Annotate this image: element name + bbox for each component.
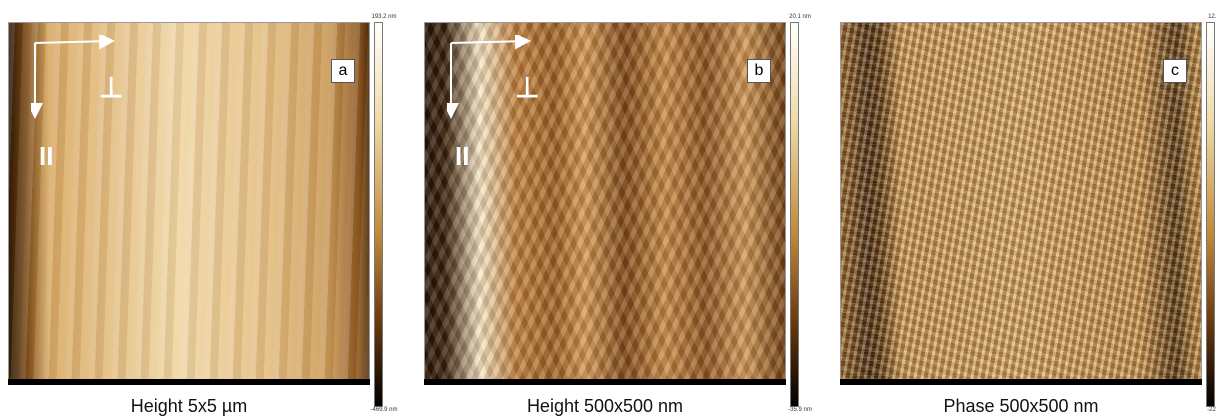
panel: c12.5 °-22.8 °Phase 500x500 nm	[840, 0, 1216, 417]
scale-bar	[840, 379, 1202, 385]
afm-image: c	[840, 22, 1202, 380]
axes-arrows	[31, 35, 151, 145]
color-bar-max: 20.1 nm	[780, 14, 820, 20]
caption: Phase 500x500 nm	[840, 396, 1202, 417]
caption: Height 500x500 nm	[424, 396, 786, 417]
color-bar	[1206, 22, 1215, 407]
parallel-symbol: II	[39, 141, 53, 172]
panel-label: c	[1163, 59, 1187, 83]
afm-image: a ⊥ II	[8, 22, 370, 380]
caption: Height 5x5 µm	[8, 396, 370, 417]
color-bar	[790, 22, 799, 407]
color-bar-max: 12.5 °	[1196, 14, 1216, 20]
perpendicular-symbol: ⊥	[99, 71, 123, 104]
color-bar-max: 193.2 nm	[364, 14, 404, 20]
afm-image: b ⊥ II	[424, 22, 786, 380]
panel-label: b	[747, 59, 771, 83]
color-bar	[374, 22, 383, 407]
parallel-symbol: II	[455, 141, 469, 172]
scale-bar	[424, 379, 786, 385]
color-bar-min: -35.9 nm	[780, 407, 820, 413]
perpendicular-symbol: ⊥	[515, 71, 539, 104]
panel-label: a	[331, 59, 355, 83]
axes-arrows	[447, 35, 567, 145]
figure: a ⊥ II 193.2 nm -469.9 nmHeight 5x5 µm b ⊥ II 20…	[0, 0, 1216, 417]
scale-bar	[8, 379, 370, 385]
color-bar-min: -469.9 nm	[364, 407, 404, 413]
